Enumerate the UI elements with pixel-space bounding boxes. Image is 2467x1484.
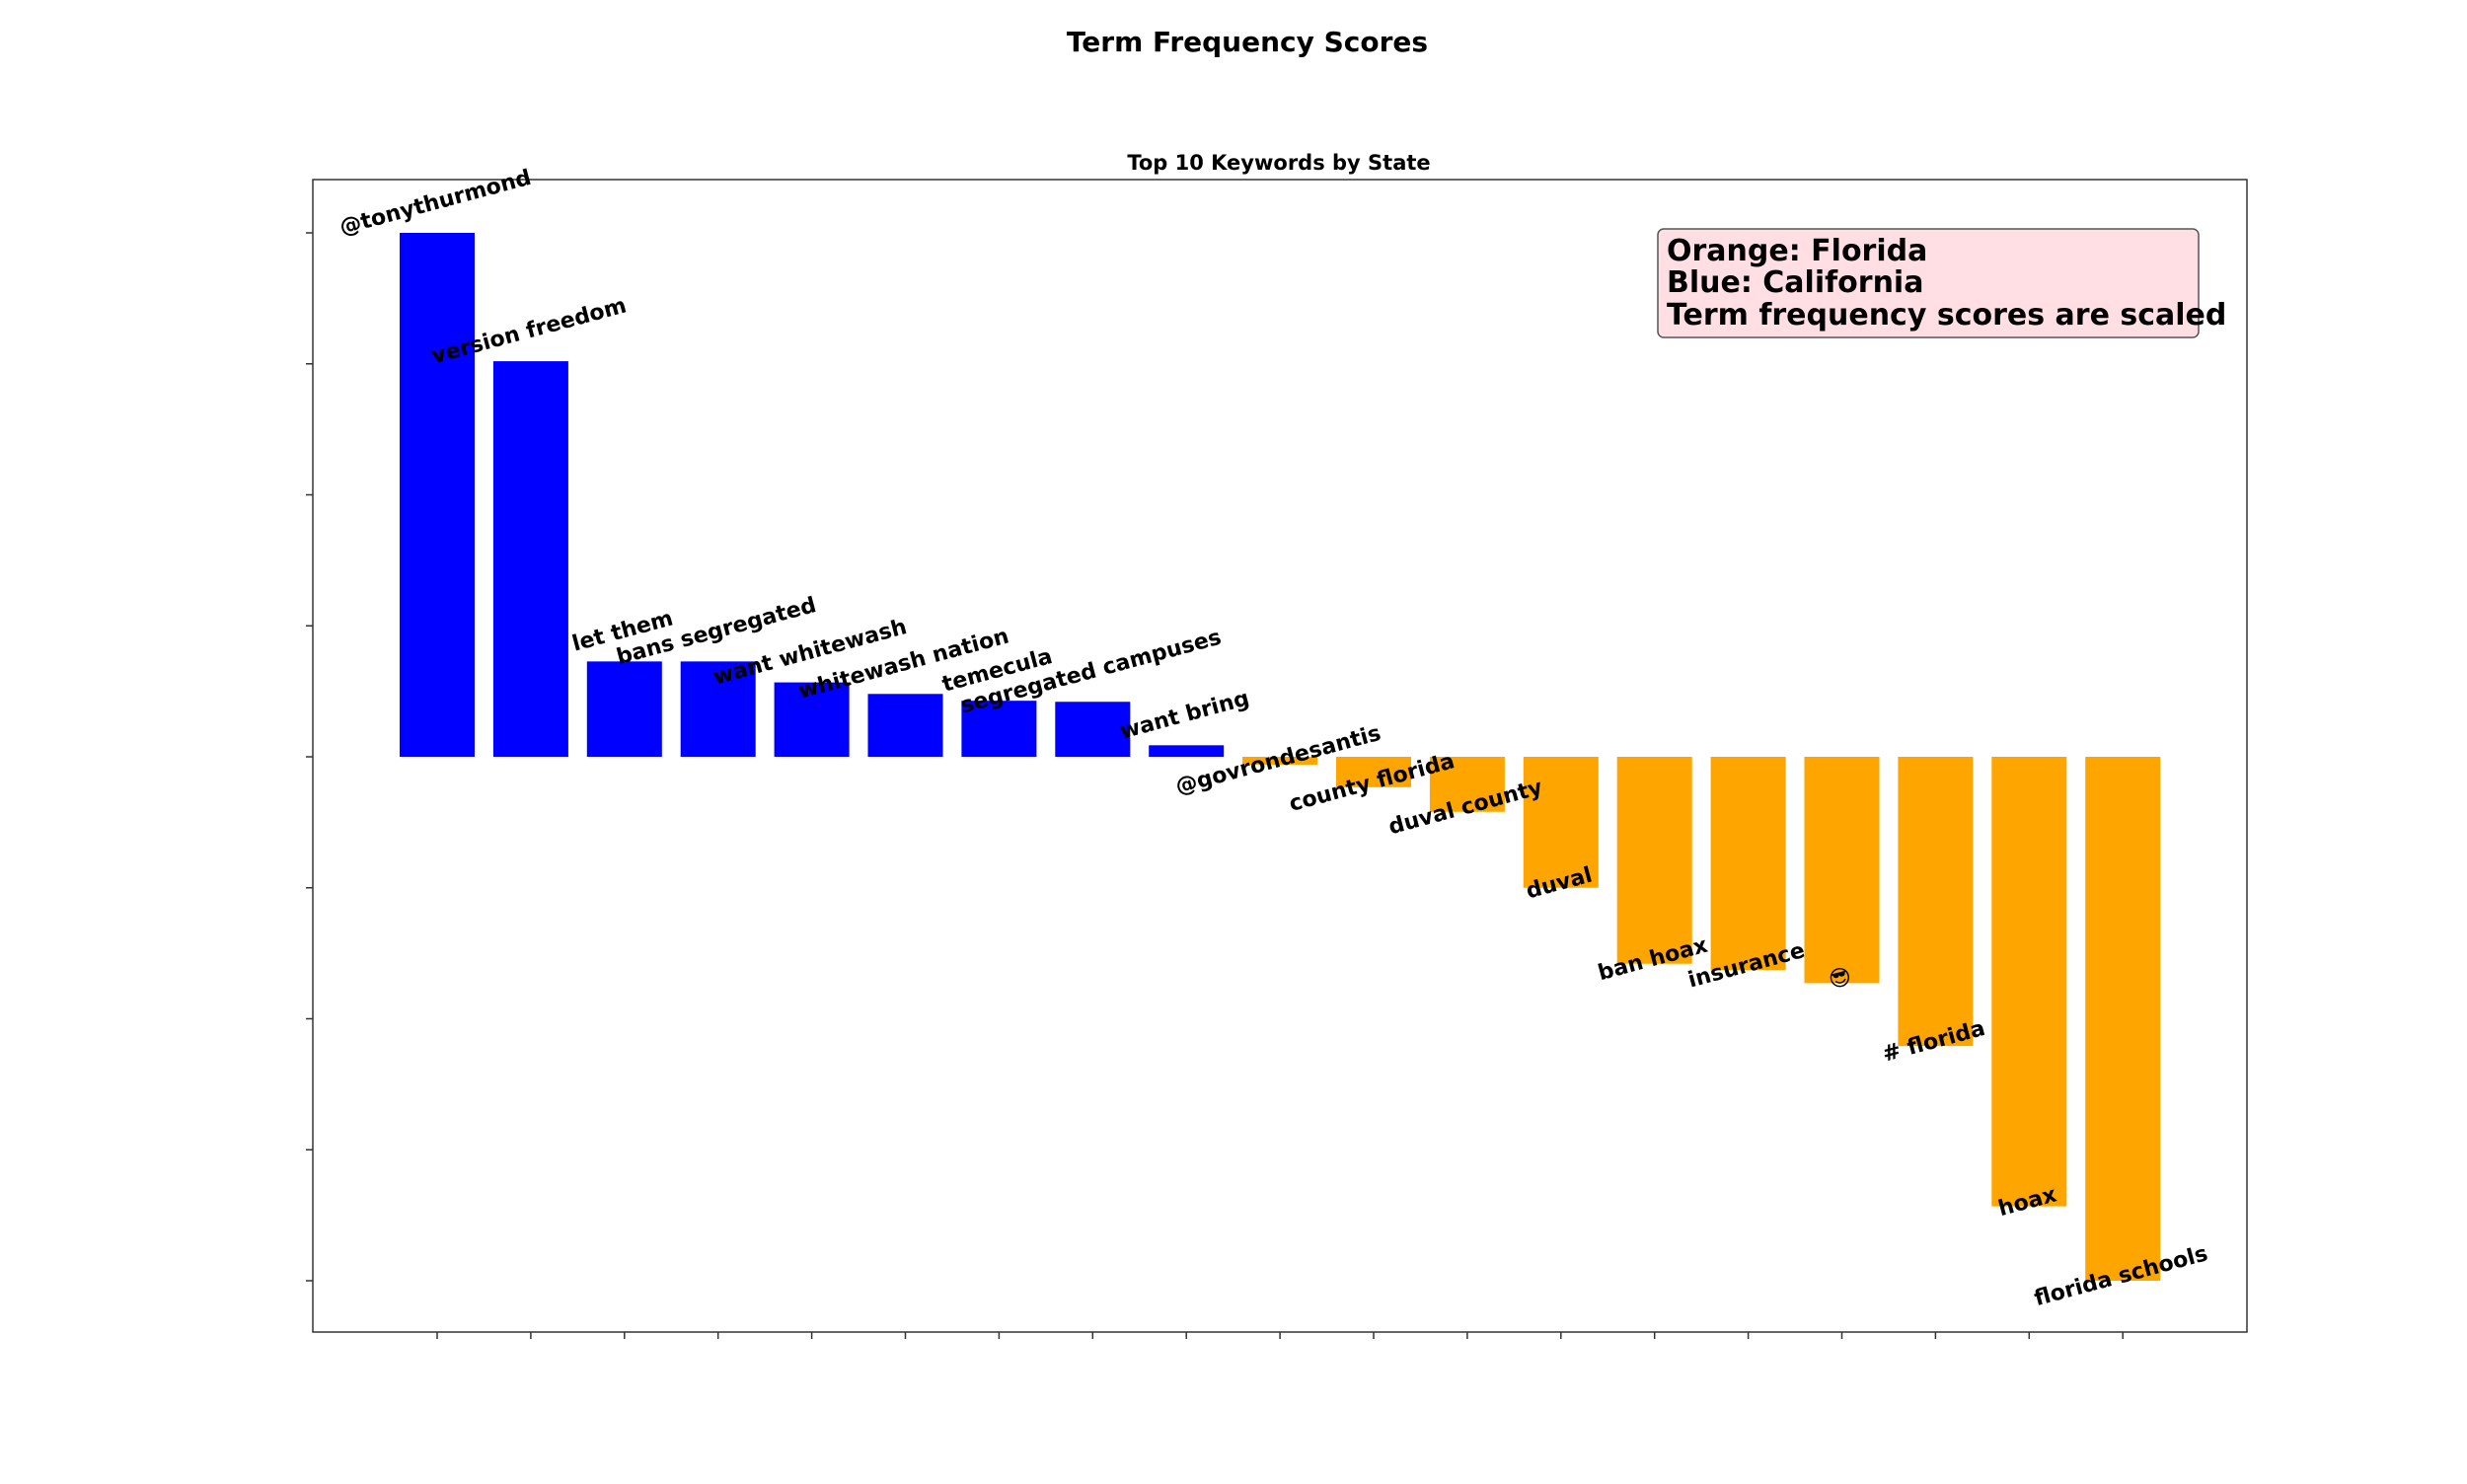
bar-10 [1336, 757, 1411, 787]
bar-2 [586, 661, 662, 757]
legend-line-scaled-note: Term frequency scores are scaled [1667, 298, 2226, 333]
legend: Orange: Florida Blue: California Term fr… [1657, 228, 2226, 338]
bar-8 [1149, 745, 1225, 757]
bar-label-0: @tonythurmond [337, 166, 534, 241]
axis-ticks [306, 232, 2124, 1339]
bar-18 [2085, 757, 2161, 1281]
bar-1 [492, 361, 568, 757]
bar-13 [1616, 757, 1692, 964]
figure-title: Term Frequency Scores [1067, 26, 1428, 58]
bar-7 [1055, 702, 1131, 757]
chart-title: Top 10 Keywords by State [1127, 151, 1430, 175]
legend-box [1657, 228, 2200, 338]
bar-15 [1804, 757, 1880, 984]
bar-6 [961, 701, 1037, 757]
bar-11 [1429, 757, 1505, 812]
bar-label-8: want bring [1117, 687, 1251, 745]
bar-4 [774, 682, 850, 757]
bar-16 [1898, 757, 1974, 1047]
legend-line-florida: Orange: Florida [1667, 234, 1927, 268]
bar-17 [1991, 757, 2067, 1207]
bar-9 [1242, 757, 1318, 765]
legend-line-california: Blue: California [1667, 265, 1923, 300]
bar-14 [1710, 757, 1786, 971]
bar-0 [400, 233, 475, 757]
bar-12 [1523, 757, 1599, 888]
bar-3 [680, 661, 756, 757]
bars-group [400, 233, 2161, 1281]
bar-5 [867, 694, 943, 757]
